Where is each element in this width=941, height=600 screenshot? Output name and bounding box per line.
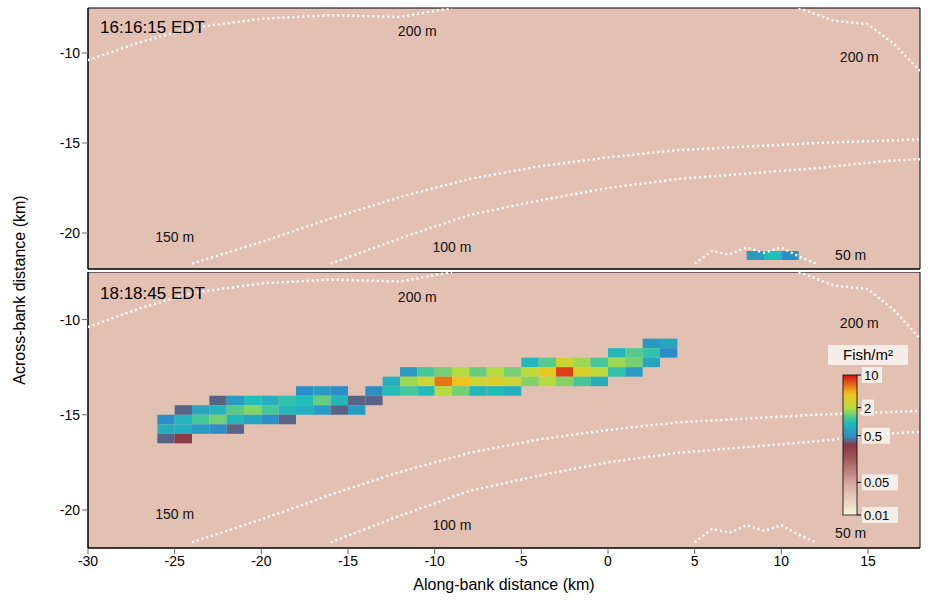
- svg-text:150 m: 150 m: [155, 229, 194, 245]
- svg-text:-15: -15: [338, 553, 358, 569]
- svg-text:-20: -20: [60, 502, 80, 518]
- svg-text:0: 0: [604, 553, 612, 569]
- html-text:18:18:45 EDT: 18:18:45 EDT: [100, 284, 205, 303]
- svg-text:200 m: 200 m: [398, 23, 437, 39]
- svg-text:100 m: 100 m: [433, 517, 472, 533]
- svg-text:5: 5: [691, 553, 699, 569]
- html-text:Across-bank distance (km): Across-bank distance (km): [11, 195, 28, 385]
- svg-text:0.01: 0.01: [864, 508, 889, 523]
- svg-text:-10: -10: [425, 553, 445, 569]
- svg-text:10: 10: [864, 368, 878, 383]
- svg-text:50 m: 50 m: [835, 525, 866, 541]
- svg-text:-25: -25: [165, 553, 185, 569]
- svg-text:10: 10: [774, 553, 790, 569]
- svg-text:15: 15: [860, 553, 876, 569]
- svg-text:-20: -20: [60, 225, 80, 241]
- svg-text:200 m: 200 m: [840, 49, 879, 65]
- svg-text:100 m: 100 m: [433, 239, 472, 255]
- svg-text:200 m: 200 m: [398, 289, 437, 305]
- svg-text:-10: -10: [60, 312, 80, 328]
- html-text:Along-bank distance (km): Along-bank distance (km): [413, 576, 595, 593]
- html-text:16:16:15 EDT: 16:16:15 EDT: [100, 18, 205, 37]
- svg-text:50 m: 50 m: [835, 247, 866, 263]
- svg-text:200 m: 200 m: [840, 315, 879, 331]
- svg-text:150 m: 150 m: [155, 506, 194, 522]
- svg-text:-30: -30: [78, 553, 98, 569]
- svg-text:-10: -10: [60, 45, 80, 61]
- svg-text:2: 2: [864, 401, 871, 416]
- svg-text:-15: -15: [60, 135, 80, 151]
- svg-text:Fish/m²: Fish/m²: [843, 346, 893, 363]
- svg-text:0.5: 0.5: [864, 429, 882, 444]
- svg-text:-5: -5: [515, 553, 528, 569]
- svg-text:0.05: 0.05: [864, 475, 889, 490]
- svg-text:-20: -20: [251, 553, 271, 569]
- svg-text:-15: -15: [60, 407, 80, 423]
